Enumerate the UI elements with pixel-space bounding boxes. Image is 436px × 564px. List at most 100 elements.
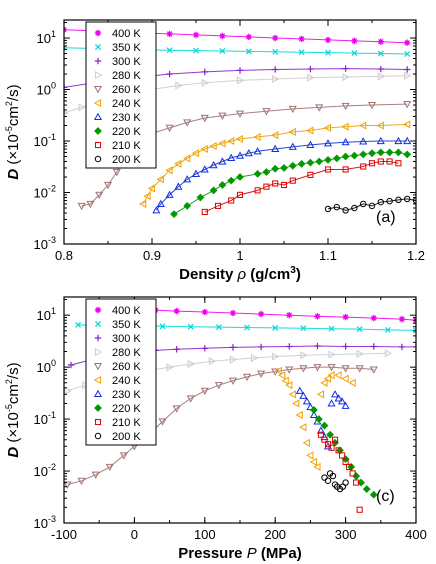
legend-marker [94,127,102,135]
data-point [352,472,361,480]
data-point [143,192,151,201]
data-point [201,68,208,76]
data-point [103,181,113,190]
data-point [376,148,385,157]
data-point [227,176,236,185]
legend-marker [93,98,102,108]
data-point [272,324,279,331]
y-axis-title: D (×10-5cm2/s) [4,84,22,179]
data-point [218,139,226,148]
y-tick-label: 100 [37,358,56,375]
series-220-k [310,406,378,499]
data-point [342,343,349,350]
data-point [320,378,328,387]
legend-marker [95,321,101,327]
data-point [327,399,336,407]
legend-marker [94,347,103,357]
legend-entry-label: 200 K [112,154,141,166]
y-tick-label: 10-1 [34,132,56,149]
data-point [192,31,200,39]
data-point [272,34,279,42]
data-point [193,47,199,54]
data-point [228,377,238,385]
data-point [280,164,288,172]
data-point [356,326,363,333]
data-point [173,307,180,315]
data-point [253,147,262,155]
legend-entry-label: 350 K [112,319,141,331]
data-point [349,470,356,477]
data-point [138,199,147,208]
data-point [227,153,236,161]
data-point [299,365,308,373]
series-200-k [324,195,416,214]
data-point [75,321,82,328]
legend-entry-label: 200 K [112,431,141,443]
data-point [395,160,402,167]
data-point [209,160,218,169]
data-point [314,313,321,320]
data-point [272,180,279,187]
data-point [78,103,86,112]
data-point [348,378,356,387]
data-point [215,324,222,331]
data-point [333,203,341,211]
x-tick-label: 0.9 [143,248,161,263]
data-point [351,37,358,45]
legend-marker [94,418,102,426]
data-point [315,104,324,112]
panel-label: (a) [376,209,396,226]
data-point [376,121,384,130]
data-point [280,181,288,189]
data-point [299,423,307,432]
data-point [316,390,325,399]
data-point [200,387,209,396]
data-point [201,78,210,87]
data-point [235,134,244,143]
series-220-k [170,148,412,219]
data-point [353,479,360,486]
x-tick-label: 0 [131,527,138,542]
series-240-k [274,366,356,471]
x-tick-label: 200 [264,527,286,542]
data-point [86,200,95,209]
legend-entry-label: 260 K [112,84,141,96]
fit-line [155,140,408,211]
legend-marker [94,57,102,65]
data-point [368,160,376,167]
data-point [214,382,223,390]
data-point [229,355,238,364]
legend-marker [94,306,102,314]
data-point [307,171,314,178]
data-point [398,343,406,351]
data-point [356,349,364,358]
legend-entry-label: 240 K [112,375,141,387]
legend-marker [94,155,102,163]
data-point [369,490,378,499]
legend: 400 K 350 K 300 K 280 K 260 K 240 K 230 K 220 K… [85,298,157,446]
data-point [324,477,332,484]
data-point [384,349,393,358]
fit-line [67,366,374,485]
data-point [306,451,314,460]
series-200-k [321,470,349,493]
data-point [339,452,346,459]
data-point [196,193,205,202]
data-point [325,49,331,56]
data-point [166,363,174,372]
data-point [324,205,332,213]
data-point [292,399,300,408]
series-210-k [201,158,402,215]
data-point [251,353,259,363]
data-point [321,474,328,481]
data-point [404,50,411,57]
data-point [159,323,166,330]
data-point [166,70,173,78]
data-point [218,112,227,120]
data-point [272,352,280,361]
data-point [272,48,279,55]
data-point [272,66,279,73]
data-point [394,136,403,145]
data-point [271,164,280,173]
data-point [191,149,200,158]
